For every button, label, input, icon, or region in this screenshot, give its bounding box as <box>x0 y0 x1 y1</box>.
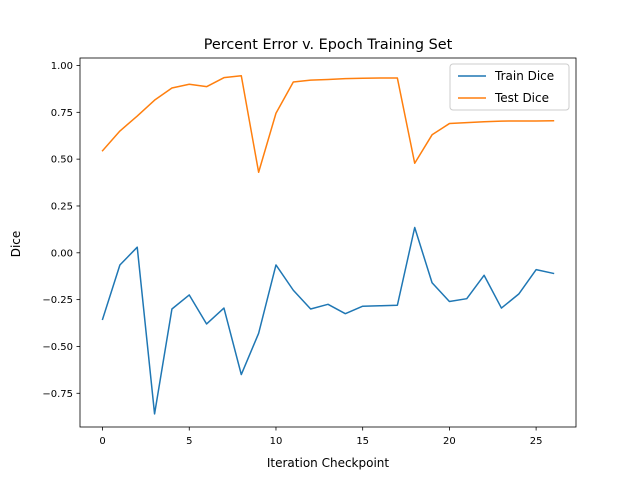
chart-title: Percent Error v. Epoch Training Set <box>204 37 453 53</box>
x-tick-label: 0 <box>99 436 105 447</box>
series-line-0 <box>101 226 555 415</box>
y-tick-label: 0.25 <box>51 202 73 213</box>
y-tick-label: −0.75 <box>42 389 73 400</box>
plot-area: 0 5 10 15 20 25 −0.75 −0.50 −0.25 0.00 0.25 0.50 0.7… <box>42 57 577 447</box>
y-tick-label: 0.75 <box>51 108 73 119</box>
y-tick-label: 0.50 <box>51 155 73 166</box>
y-tick-label: −0.25 <box>42 295 73 306</box>
x-tick-label: 25 <box>530 436 543 447</box>
x-axis-label: Iteration Checkpoint <box>267 456 390 470</box>
series-line-1 <box>101 75 555 174</box>
legend-label-0: Train Dice <box>494 69 554 83</box>
x-tick-label: 10 <box>270 436 283 447</box>
x-tick-label: 20 <box>443 436 456 447</box>
legend-label-1: Test Dice <box>494 91 549 105</box>
x-tick-label: 15 <box>356 436 369 447</box>
legend: Train Dice Test Dice <box>449 63 570 111</box>
y-tick-label: −0.50 <box>42 342 73 353</box>
y-tick-label: 1.00 <box>51 61 73 72</box>
x-tick-label: 5 <box>186 436 192 447</box>
y-tick-label: 0.00 <box>51 248 73 259</box>
axes-frame <box>79 57 577 428</box>
y-axis-label: Dice <box>9 231 23 258</box>
